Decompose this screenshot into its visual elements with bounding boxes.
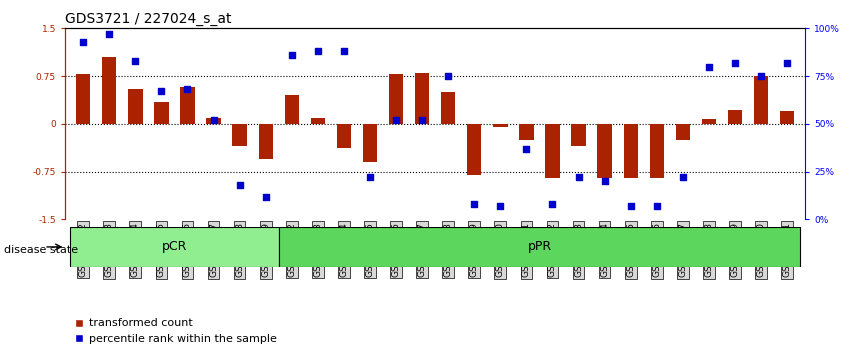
Bar	[650, 124, 664, 178]
Point	[76, 39, 90, 45]
Bar	[279, 227, 800, 267]
Bar	[389, 74, 404, 124]
Legend: transformed count, percentile rank within the sample: transformed count, percentile rank withi…	[70, 314, 281, 348]
Bar	[363, 124, 378, 162]
Point	[780, 60, 794, 65]
Point	[415, 117, 429, 123]
Point	[702, 64, 716, 69]
Bar	[780, 111, 794, 124]
Point	[102, 31, 116, 37]
Point	[207, 117, 221, 123]
Point	[180, 87, 194, 92]
Bar	[259, 124, 273, 159]
Point	[494, 203, 507, 209]
Point	[650, 203, 663, 209]
Point	[520, 146, 533, 152]
Bar	[546, 124, 559, 178]
Bar	[441, 92, 456, 124]
Bar	[467, 124, 481, 175]
Point	[363, 175, 377, 180]
Point	[128, 58, 142, 64]
Bar	[675, 124, 690, 140]
Text: pCR: pCR	[162, 240, 187, 253]
Point	[154, 88, 168, 94]
Bar	[76, 74, 90, 124]
Bar	[727, 110, 742, 124]
Bar	[493, 124, 507, 127]
Point	[311, 48, 325, 54]
Point	[337, 48, 351, 54]
Bar	[572, 124, 585, 146]
Bar	[285, 95, 299, 124]
Bar	[598, 124, 611, 178]
Point	[233, 182, 247, 188]
Bar	[180, 87, 195, 124]
Bar	[337, 124, 351, 148]
Bar	[70, 227, 279, 267]
Text: GDS3721 / 227024_s_at: GDS3721 / 227024_s_at	[65, 12, 231, 26]
Point	[389, 117, 403, 123]
Bar	[311, 118, 325, 124]
Bar	[102, 57, 116, 124]
Bar	[624, 124, 638, 178]
Bar	[128, 89, 143, 124]
Point	[572, 175, 585, 180]
Text: disease state: disease state	[4, 245, 79, 255]
Bar	[415, 73, 430, 124]
Point	[728, 60, 742, 65]
Point	[285, 52, 299, 58]
Bar	[520, 124, 533, 140]
Point	[598, 178, 611, 184]
Point	[259, 194, 273, 199]
Bar	[754, 76, 768, 124]
Point	[546, 201, 559, 207]
Point	[468, 201, 481, 207]
Bar	[232, 124, 247, 146]
Bar	[206, 118, 221, 124]
Point	[676, 175, 690, 180]
Point	[754, 73, 768, 79]
Bar	[154, 102, 169, 124]
Point	[624, 203, 637, 209]
Point	[442, 73, 456, 79]
Text: pPR: pPR	[527, 240, 552, 253]
Bar	[701, 119, 716, 124]
